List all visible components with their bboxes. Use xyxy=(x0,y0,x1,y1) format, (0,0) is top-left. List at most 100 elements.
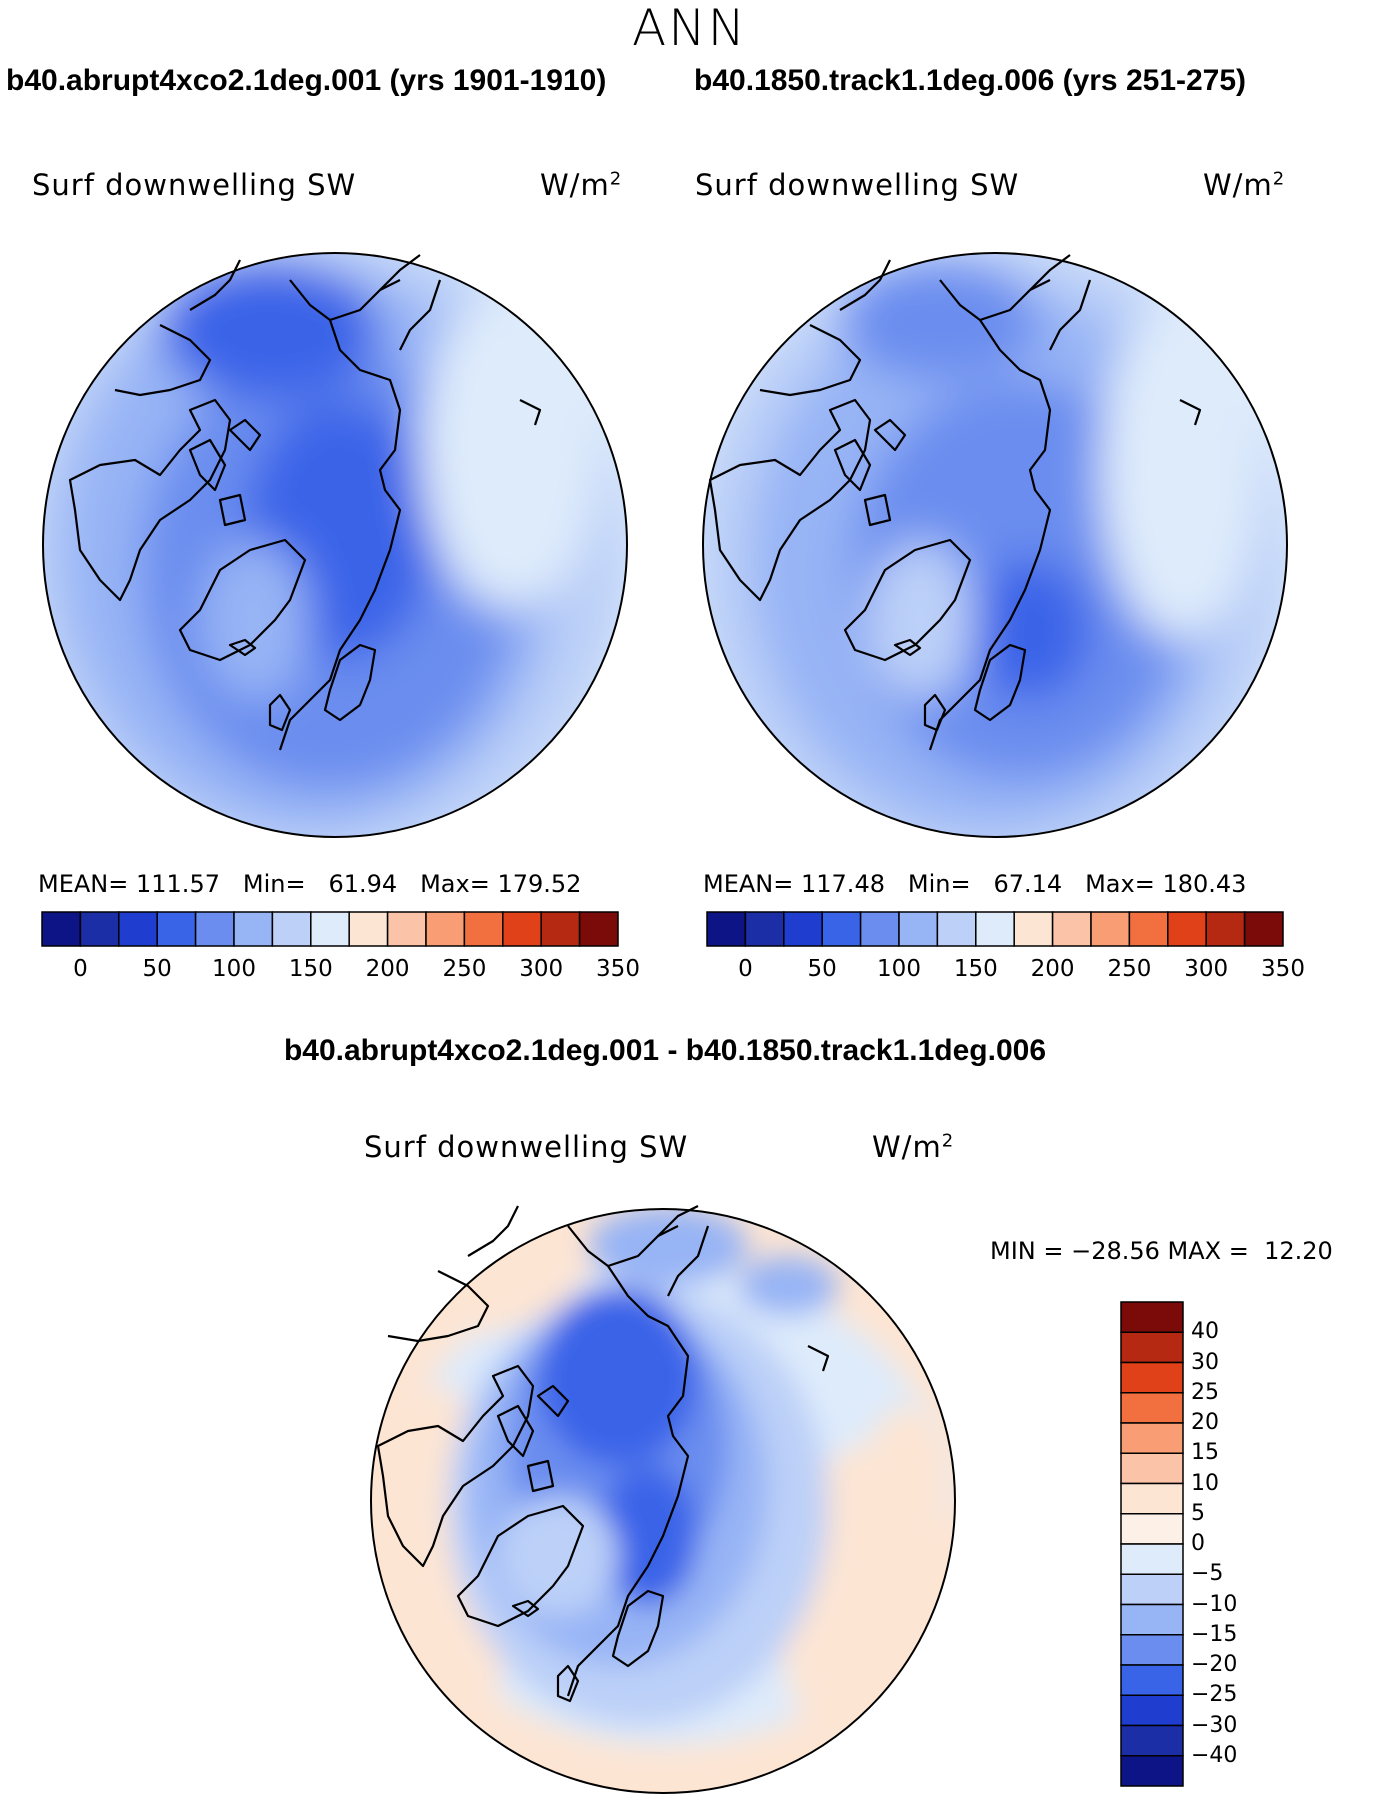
diff-colorbar-tick-label: 15 xyxy=(1191,1440,1219,1466)
panel1-case-title: b40.abrupt4xco2.1deg.001 (yrs 1901-1910) xyxy=(6,64,607,97)
panel1-colorbar-box xyxy=(578,911,619,947)
panel2-colorbar-tick-label: 200 xyxy=(1030,956,1075,982)
panel2-colorbar-tick-label: 100 xyxy=(877,956,921,982)
diff-colorbar-box xyxy=(1120,1422,1184,1454)
panel1-colorbar-box xyxy=(502,911,542,947)
panel1-coast-britain xyxy=(268,693,292,732)
panel2-colorbar-box xyxy=(1051,911,1092,947)
panel2-colorbar-box xyxy=(821,911,862,947)
panel2-coast-okhotsk xyxy=(1179,399,1202,426)
diff-colorbar-box xyxy=(1120,1543,1184,1575)
panel1-colorbar-box xyxy=(463,911,504,947)
panel2-coast-scandinavia xyxy=(973,643,1027,722)
panel2-stats: MEAN= 117.48 Min= 67.14 Max= 180.43 xyxy=(703,870,1247,898)
panel2-fill-greenland xyxy=(865,540,975,700)
diff-coast-britain xyxy=(556,1664,580,1703)
panel1-coast-east-siberia xyxy=(379,254,442,351)
panel2-colorbar-box xyxy=(1128,911,1169,947)
diff-colorbar-tick-label: −30 xyxy=(1191,1712,1238,1738)
panel1-colorbar-tick-label: 150 xyxy=(288,956,333,982)
panel1-colorbar-box xyxy=(271,911,312,947)
season-title: ANN xyxy=(631,0,747,57)
diff-variable-label: Surf downwelling SW xyxy=(364,1130,689,1164)
diff-colorbar-box xyxy=(1120,1301,1184,1333)
diff-colorbar-box xyxy=(1120,1694,1184,1727)
panel2-colorbar-box xyxy=(1243,911,1284,947)
panel2-colorbar-box xyxy=(936,911,977,947)
diff-coast-scandinavia xyxy=(611,1589,665,1668)
diff-colorbar-box xyxy=(1120,1392,1184,1424)
panel1-colorbar-box xyxy=(118,911,158,947)
diff-colorbar-tick-label: −25 xyxy=(1191,1682,1238,1708)
diff-coast-greenland xyxy=(456,1504,585,1628)
panel2-colorbar-box xyxy=(975,911,1015,947)
panel1-colorbar-tick-label: 300 xyxy=(519,956,564,982)
panel1-colorbar-box xyxy=(41,911,82,947)
panel2-coast-archipelago xyxy=(833,418,907,527)
panel2-fill-pacific xyxy=(1100,300,1260,640)
panel2-colorbar-box xyxy=(1013,911,1054,947)
panel1-colorbar-box xyxy=(233,911,274,947)
panel1-colorbar xyxy=(41,911,619,947)
panel1-colorbar-box xyxy=(79,911,120,947)
panel2-colorbar-tick-label: 350 xyxy=(1261,956,1305,982)
diff-colorbar-box xyxy=(1120,1664,1184,1696)
panel1-fill-greenland xyxy=(200,540,310,700)
panel2-colorbar-tick-label: 300 xyxy=(1184,956,1229,982)
diff-colorbar-tick-label: 25 xyxy=(1191,1379,1219,1405)
panel2-colorbar-box xyxy=(1090,911,1131,947)
panel2-colorbar-tick-label: 0 xyxy=(738,956,753,982)
panel1-colorbar-box xyxy=(194,911,235,947)
panel2-coast-east-siberia xyxy=(1029,254,1092,351)
panel2-coast-canada xyxy=(708,398,872,602)
panel2-colorbar-box xyxy=(706,911,747,947)
panel2-colorbar-box xyxy=(1205,911,1246,947)
diff-colorbar-tick-label: −10 xyxy=(1191,1591,1238,1617)
panel2-colorbar-box xyxy=(783,911,823,947)
diff-map-border xyxy=(370,1208,956,1794)
panel1-coast-okhotsk xyxy=(519,399,542,426)
diff-fill-greenland xyxy=(498,1496,618,1616)
diff-colorbar-box xyxy=(1120,1724,1184,1757)
diff-fill-pacific-blue xyxy=(738,1256,838,1316)
panel2-colorbar-tick-label: 150 xyxy=(953,956,998,982)
panel1-colorbar-box xyxy=(425,911,466,947)
panel1-colorbar-tick-label: 350 xyxy=(596,956,640,982)
diff-colorbar-box xyxy=(1120,1755,1184,1787)
panel1-units-label: W/m2 xyxy=(540,168,623,202)
panel2-coast-britain xyxy=(923,693,947,732)
panel2-colorbar-box xyxy=(744,911,785,947)
panel1-colorbar-box xyxy=(156,911,197,947)
diff-coast-archipelago xyxy=(496,1384,570,1493)
panel1-fill-pacific xyxy=(420,290,600,610)
panel1-colorbar-tick-label: 100 xyxy=(212,956,256,982)
panel1-map xyxy=(42,252,628,838)
panel1-coast-greenland xyxy=(178,538,307,662)
diff-fill-minus25b xyxy=(598,1466,698,1606)
diff-colorbar-box xyxy=(1120,1573,1184,1606)
panel1-map-border xyxy=(42,252,628,838)
panel1-coast-scandinavia xyxy=(323,643,377,722)
panel2-colorbar xyxy=(706,911,1284,947)
diff-colorbar-box xyxy=(1120,1513,1184,1545)
diff-colorbar-tick-label: −5 xyxy=(1191,1561,1224,1587)
diff-fill-east-warm xyxy=(868,1406,948,1526)
panel1-fill-siberia xyxy=(160,260,380,400)
diff-colorbar-tick-label: 40 xyxy=(1191,1319,1219,1345)
panel2-colorbar-tick-label: 250 xyxy=(1107,956,1152,982)
diff-colorbar-box xyxy=(1120,1331,1184,1364)
panel2-coast-alaska xyxy=(759,259,891,397)
diff-colorbar-tick-label: 30 xyxy=(1191,1349,1219,1375)
diff-colorbar-tick-label: −20 xyxy=(1191,1652,1238,1677)
panel2-variable-label: Surf downwelling SW xyxy=(695,168,1020,202)
diff-map xyxy=(370,1205,956,1794)
diff-colorbar-box xyxy=(1120,1634,1184,1666)
diff-colorbar-box xyxy=(1120,1452,1184,1485)
panel2-coast-iceland xyxy=(893,638,922,657)
diff-colorbar-tick-label: −40 xyxy=(1191,1742,1238,1768)
panel2-colorbar-box xyxy=(859,911,900,947)
panel1-colorbar-tick-label: 50 xyxy=(142,956,172,982)
diff-colorbar-tick-label: 5 xyxy=(1191,1500,1205,1526)
panel2-colorbar-tick-label: 50 xyxy=(807,956,837,982)
panel2-coast-greenland xyxy=(843,538,972,662)
